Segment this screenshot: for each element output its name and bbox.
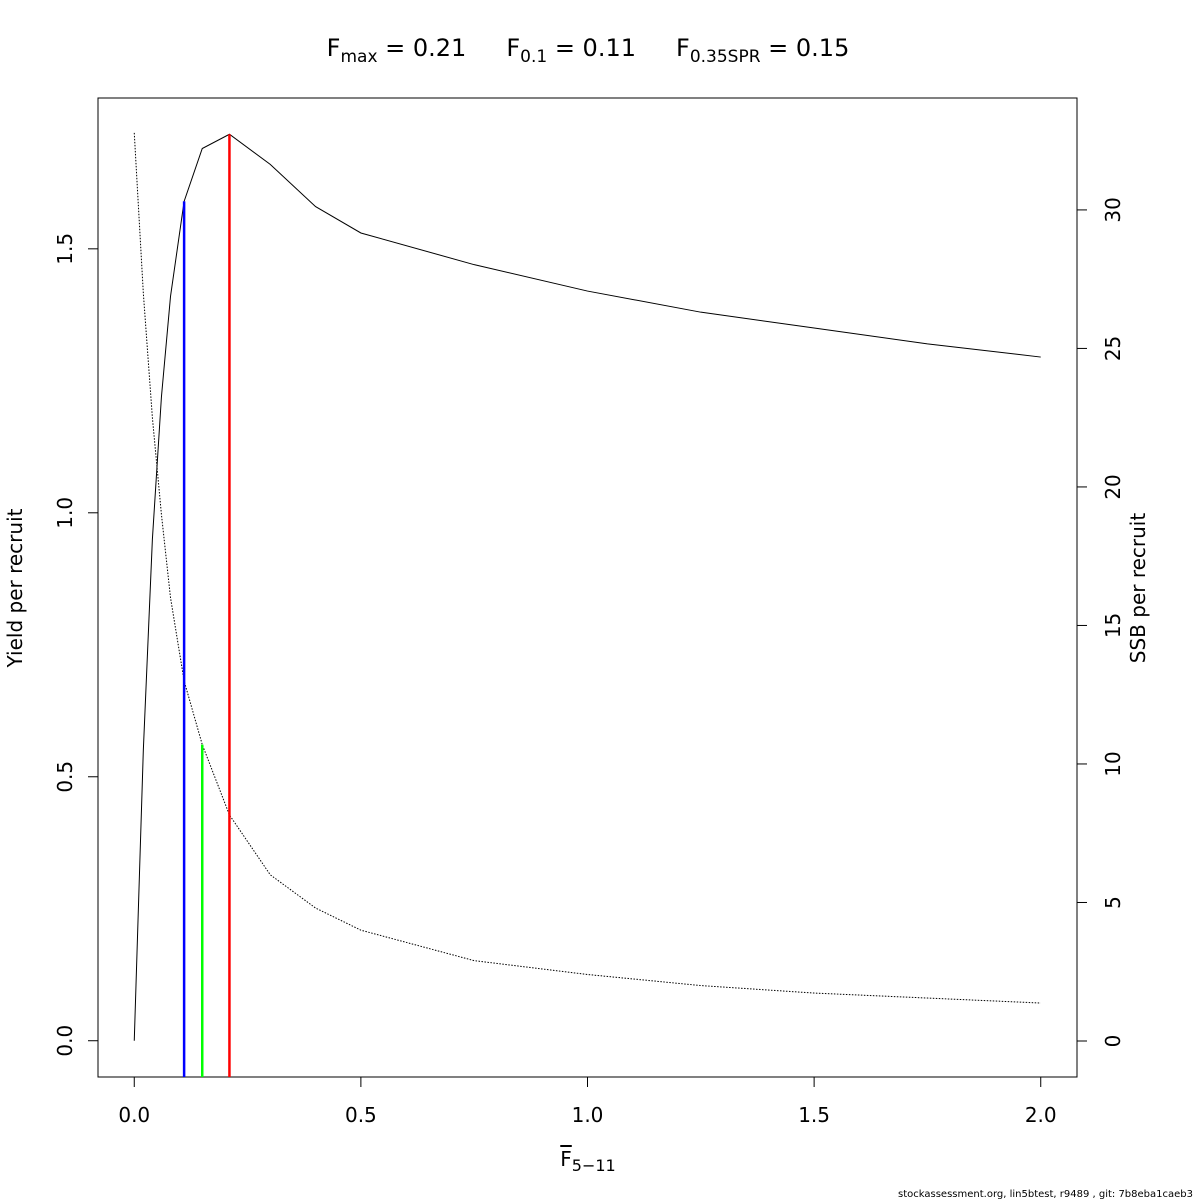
y2-tick-label: 25 xyxy=(1101,336,1125,361)
x-tick-label: 0.0 xyxy=(118,1103,150,1127)
title-value: = 0.15 xyxy=(761,34,850,62)
y-tick-label: 0.5 xyxy=(53,761,77,793)
x-tick-label: 2.0 xyxy=(1025,1103,1057,1127)
y2-axis-label: SSB per recruit xyxy=(1126,513,1150,664)
title-subscript: max xyxy=(340,47,377,67)
x-tick-label: 1.5 xyxy=(798,1103,830,1127)
y-tick-label: 1.0 xyxy=(53,497,77,529)
title-subscript: 0.1 xyxy=(520,47,547,67)
y2-tick-label: 0 xyxy=(1101,1035,1125,1048)
title-value: = 0.11 xyxy=(547,34,636,62)
title-subscript: 0.35SPR xyxy=(690,47,761,67)
x-label-symbol: F xyxy=(560,1147,572,1171)
plot-frame xyxy=(97,97,1078,1078)
y-axis-label: Yield per recruit xyxy=(3,508,27,668)
x-label-subscript: 5−11 xyxy=(572,1156,616,1175)
x-tick-label: 0.5 xyxy=(345,1103,377,1127)
title-symbol: F xyxy=(327,34,341,62)
y2-tick-label: 10 xyxy=(1101,751,1125,776)
chart-title: Fmax = 0.21 F0.1 = 0.11 F0.35SPR = 0.15 xyxy=(327,34,850,67)
y2-tick-label: 20 xyxy=(1101,474,1125,499)
y-tick-label: 1.5 xyxy=(53,233,77,265)
x-tick-label: 1.0 xyxy=(572,1103,604,1127)
title-symbol: F xyxy=(506,34,520,62)
y-tick-label: 0.0 xyxy=(53,1025,77,1057)
ssb-line xyxy=(133,132,1041,1004)
x-axis-label: F5−11 xyxy=(560,1147,615,1175)
y2-tick-label: 15 xyxy=(1101,613,1125,638)
y2-tick-label: 5 xyxy=(1101,896,1125,909)
footer: stockassessment.org, lin5btest, r9489 , … xyxy=(898,1189,1193,1200)
title-value: = 0.21 xyxy=(378,34,467,62)
y2-tick-label: 30 xyxy=(1101,197,1125,222)
yield-line xyxy=(133,133,1041,1041)
title-symbol: F xyxy=(676,34,690,62)
